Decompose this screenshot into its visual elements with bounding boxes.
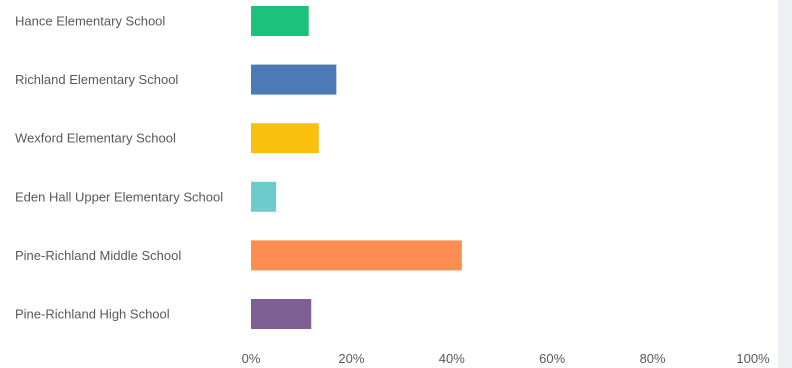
bar-wexford-elementary-school (251, 123, 319, 154)
x-tick-label-60: 60% (539, 351, 565, 366)
bar-hance-elementary-school (251, 6, 309, 36)
category-label-pine-richland-high-school: Pine-Richland High School (15, 307, 170, 322)
x-tick-label-100: 100% (736, 351, 770, 366)
category-labels: Hance Elementary School Richland Elementa… (15, 14, 223, 322)
category-label-richland-elementary-school: Richland Elementary School (15, 72, 178, 87)
x-tick-label-0: 0% (242, 351, 261, 366)
bar-eden-hall-upper-elementary-school (251, 181, 277, 212)
x-tick-label-20: 20% (338, 351, 364, 366)
bar-pine-richland-high-school (251, 299, 312, 329)
bars-layer (251, 6, 462, 329)
x-tick-label-80: 80% (640, 351, 666, 366)
category-label-wexford-elementary-school: Wexford Elementary School (15, 131, 176, 146)
category-label-hance-elementary-school: Hance Elementary School (15, 14, 165, 29)
category-label-pine-richland-middle-school: Pine-Richland Middle School (15, 248, 181, 263)
bar-richland-elementary-school (251, 64, 337, 95)
x-tick-label-40: 40% (439, 351, 465, 366)
x-axis-ticks: 0% 20% 40% 60% 80% 100% (242, 351, 770, 366)
category-label-eden-hall-upper-elementary-school: Eden Hall Upper Elementary School (15, 189, 223, 204)
side-panel-edge (778, 0, 792, 368)
bar-pine-richland-middle-school (251, 240, 462, 271)
